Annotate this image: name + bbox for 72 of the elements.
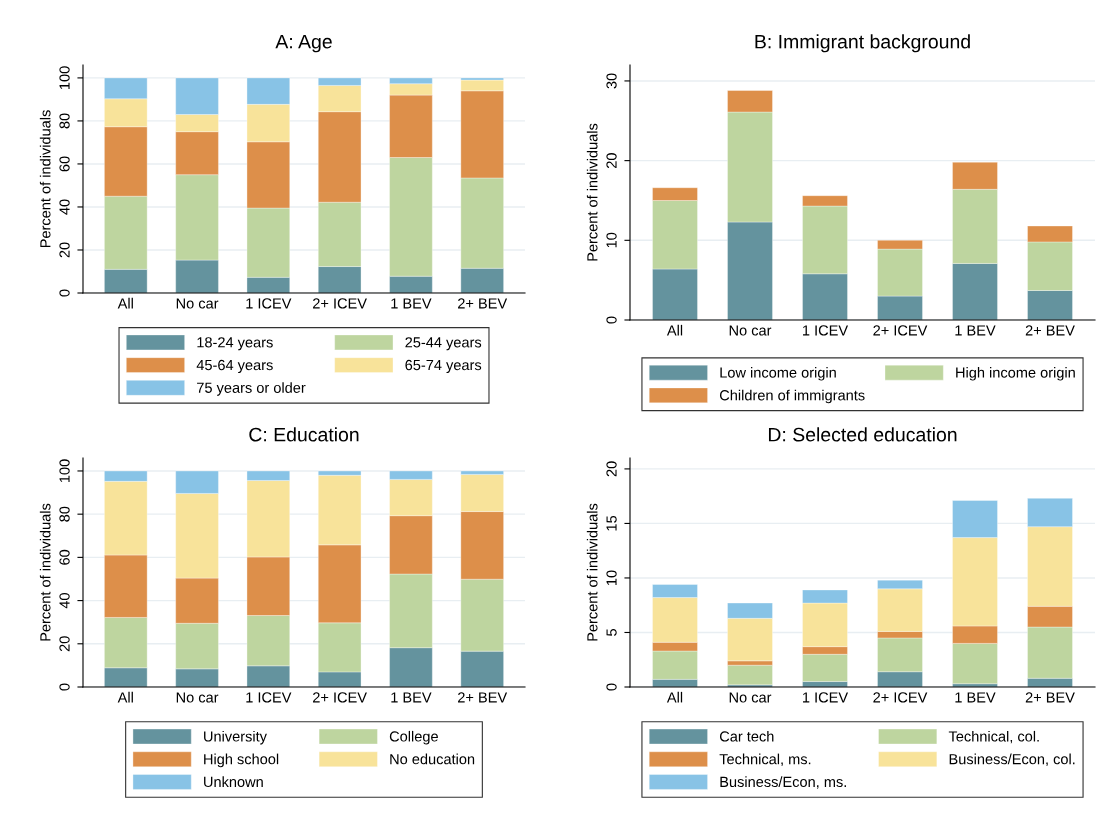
x-tick-label: 1 BEV bbox=[391, 692, 432, 703]
legend-label: Technical, ms. bbox=[719, 753, 811, 767]
y-tick-label: 100 bbox=[59, 66, 70, 89]
x-tick-label: 2+ BEV bbox=[1025, 692, 1075, 703]
y-axis-title: Percent of individuals bbox=[39, 503, 51, 641]
y-tick-label: 80 bbox=[59, 506, 70, 522]
y-tick-label: 0 bbox=[59, 683, 70, 691]
legend-label: Children of immigrants bbox=[719, 389, 865, 404]
x-tick-label: No car bbox=[729, 692, 772, 703]
chart-title: A: Age bbox=[275, 34, 332, 53]
chart-title: B: Immigrant background bbox=[755, 34, 970, 53]
x-tick-label: 2+ ICEV bbox=[873, 325, 928, 336]
legend-label: 18-24 years bbox=[197, 337, 273, 351]
x-tick-label: All bbox=[666, 691, 683, 703]
y-tick-label: 0 bbox=[606, 316, 617, 324]
x-tick-label: No car bbox=[176, 298, 219, 309]
y-tick-label: 15 bbox=[606, 515, 617, 531]
y-tick-label: 20 bbox=[59, 636, 70, 652]
legend-label: Technical, col. bbox=[948, 730, 1039, 744]
legend-label: Business/Econ, col. bbox=[949, 753, 1075, 767]
legend-label: No education bbox=[390, 753, 475, 765]
bar bbox=[727, 665, 773, 685]
x-tick-label: All bbox=[117, 691, 133, 703]
y-tick-label: 0 bbox=[59, 289, 70, 297]
legend-label: Business/Econ, ms. bbox=[720, 776, 846, 789]
y-tick-label: 0 bbox=[606, 683, 617, 691]
legend-label: High school bbox=[204, 753, 279, 768]
x-tick-label: 2+ BEV bbox=[458, 692, 508, 703]
y-tick-label: 80 bbox=[59, 113, 70, 129]
legend-label: College bbox=[389, 730, 438, 745]
x-tick-label: 1 ICEV bbox=[803, 692, 849, 703]
x-tick-label: 1 ICEV bbox=[803, 325, 849, 336]
x-tick-label: All bbox=[666, 324, 683, 336]
y-tick-label: 10 bbox=[606, 570, 617, 585]
legend-label: Car tech bbox=[719, 730, 774, 742]
legend-label: 45-64 years bbox=[196, 359, 273, 374]
x-tick-label: No car bbox=[729, 325, 772, 336]
x-tick-label: 2+ BEV bbox=[458, 298, 508, 309]
x-tick-label: No car bbox=[176, 692, 219, 703]
y-axis-title: Percent of individuals bbox=[39, 110, 51, 248]
x-tick-label: 1 ICEV bbox=[246, 298, 292, 309]
y-tick-label: 20 bbox=[606, 461, 617, 477]
x-tick-label: 2+ BEV bbox=[1025, 325, 1075, 336]
y-tick-label: 30 bbox=[606, 73, 617, 89]
x-tick-label: 1 ICEV bbox=[246, 692, 292, 703]
legend-label: High income origin bbox=[956, 367, 1075, 381]
y-tick-label: 40 bbox=[59, 593, 70, 609]
legend-label: Unknown bbox=[204, 776, 263, 788]
y-tick-label: 20 bbox=[606, 153, 617, 168]
y-tick-label: 10 bbox=[606, 232, 617, 248]
legend-label: 75 years or older bbox=[197, 382, 306, 396]
y-tick-label: 100 bbox=[59, 459, 70, 483]
x-tick-label: 1 BEV bbox=[391, 298, 432, 309]
y-tick-label: 20 bbox=[59, 242, 70, 258]
legend-label: 25-44 years bbox=[405, 337, 482, 351]
y-tick-label: 60 bbox=[59, 549, 70, 565]
y-axis-title: Percent of individuals bbox=[586, 123, 598, 261]
x-tick-label: 2+ ICEV bbox=[873, 692, 928, 703]
y-tick-label: 60 bbox=[59, 156, 70, 172]
x-tick-label: 1 BEV bbox=[955, 325, 996, 336]
legend-label: University bbox=[204, 730, 267, 745]
y-axis-title: Percent of individuals bbox=[586, 503, 598, 641]
chart-title: C: Education bbox=[249, 427, 359, 442]
chart-title: D: Selected education bbox=[768, 427, 957, 442]
x-tick-label: 2+ ICEV bbox=[313, 692, 367, 703]
x-tick-label: 2+ ICEV bbox=[313, 298, 367, 309]
y-tick-label: 40 bbox=[59, 199, 70, 215]
legend-label: 65-74 years bbox=[405, 359, 482, 374]
y-tick-label: 5 bbox=[606, 629, 617, 636]
x-tick-label: All bbox=[117, 297, 133, 309]
x-tick-label: 1 BEV bbox=[955, 692, 996, 703]
legend-label: Low income origin bbox=[720, 367, 836, 381]
